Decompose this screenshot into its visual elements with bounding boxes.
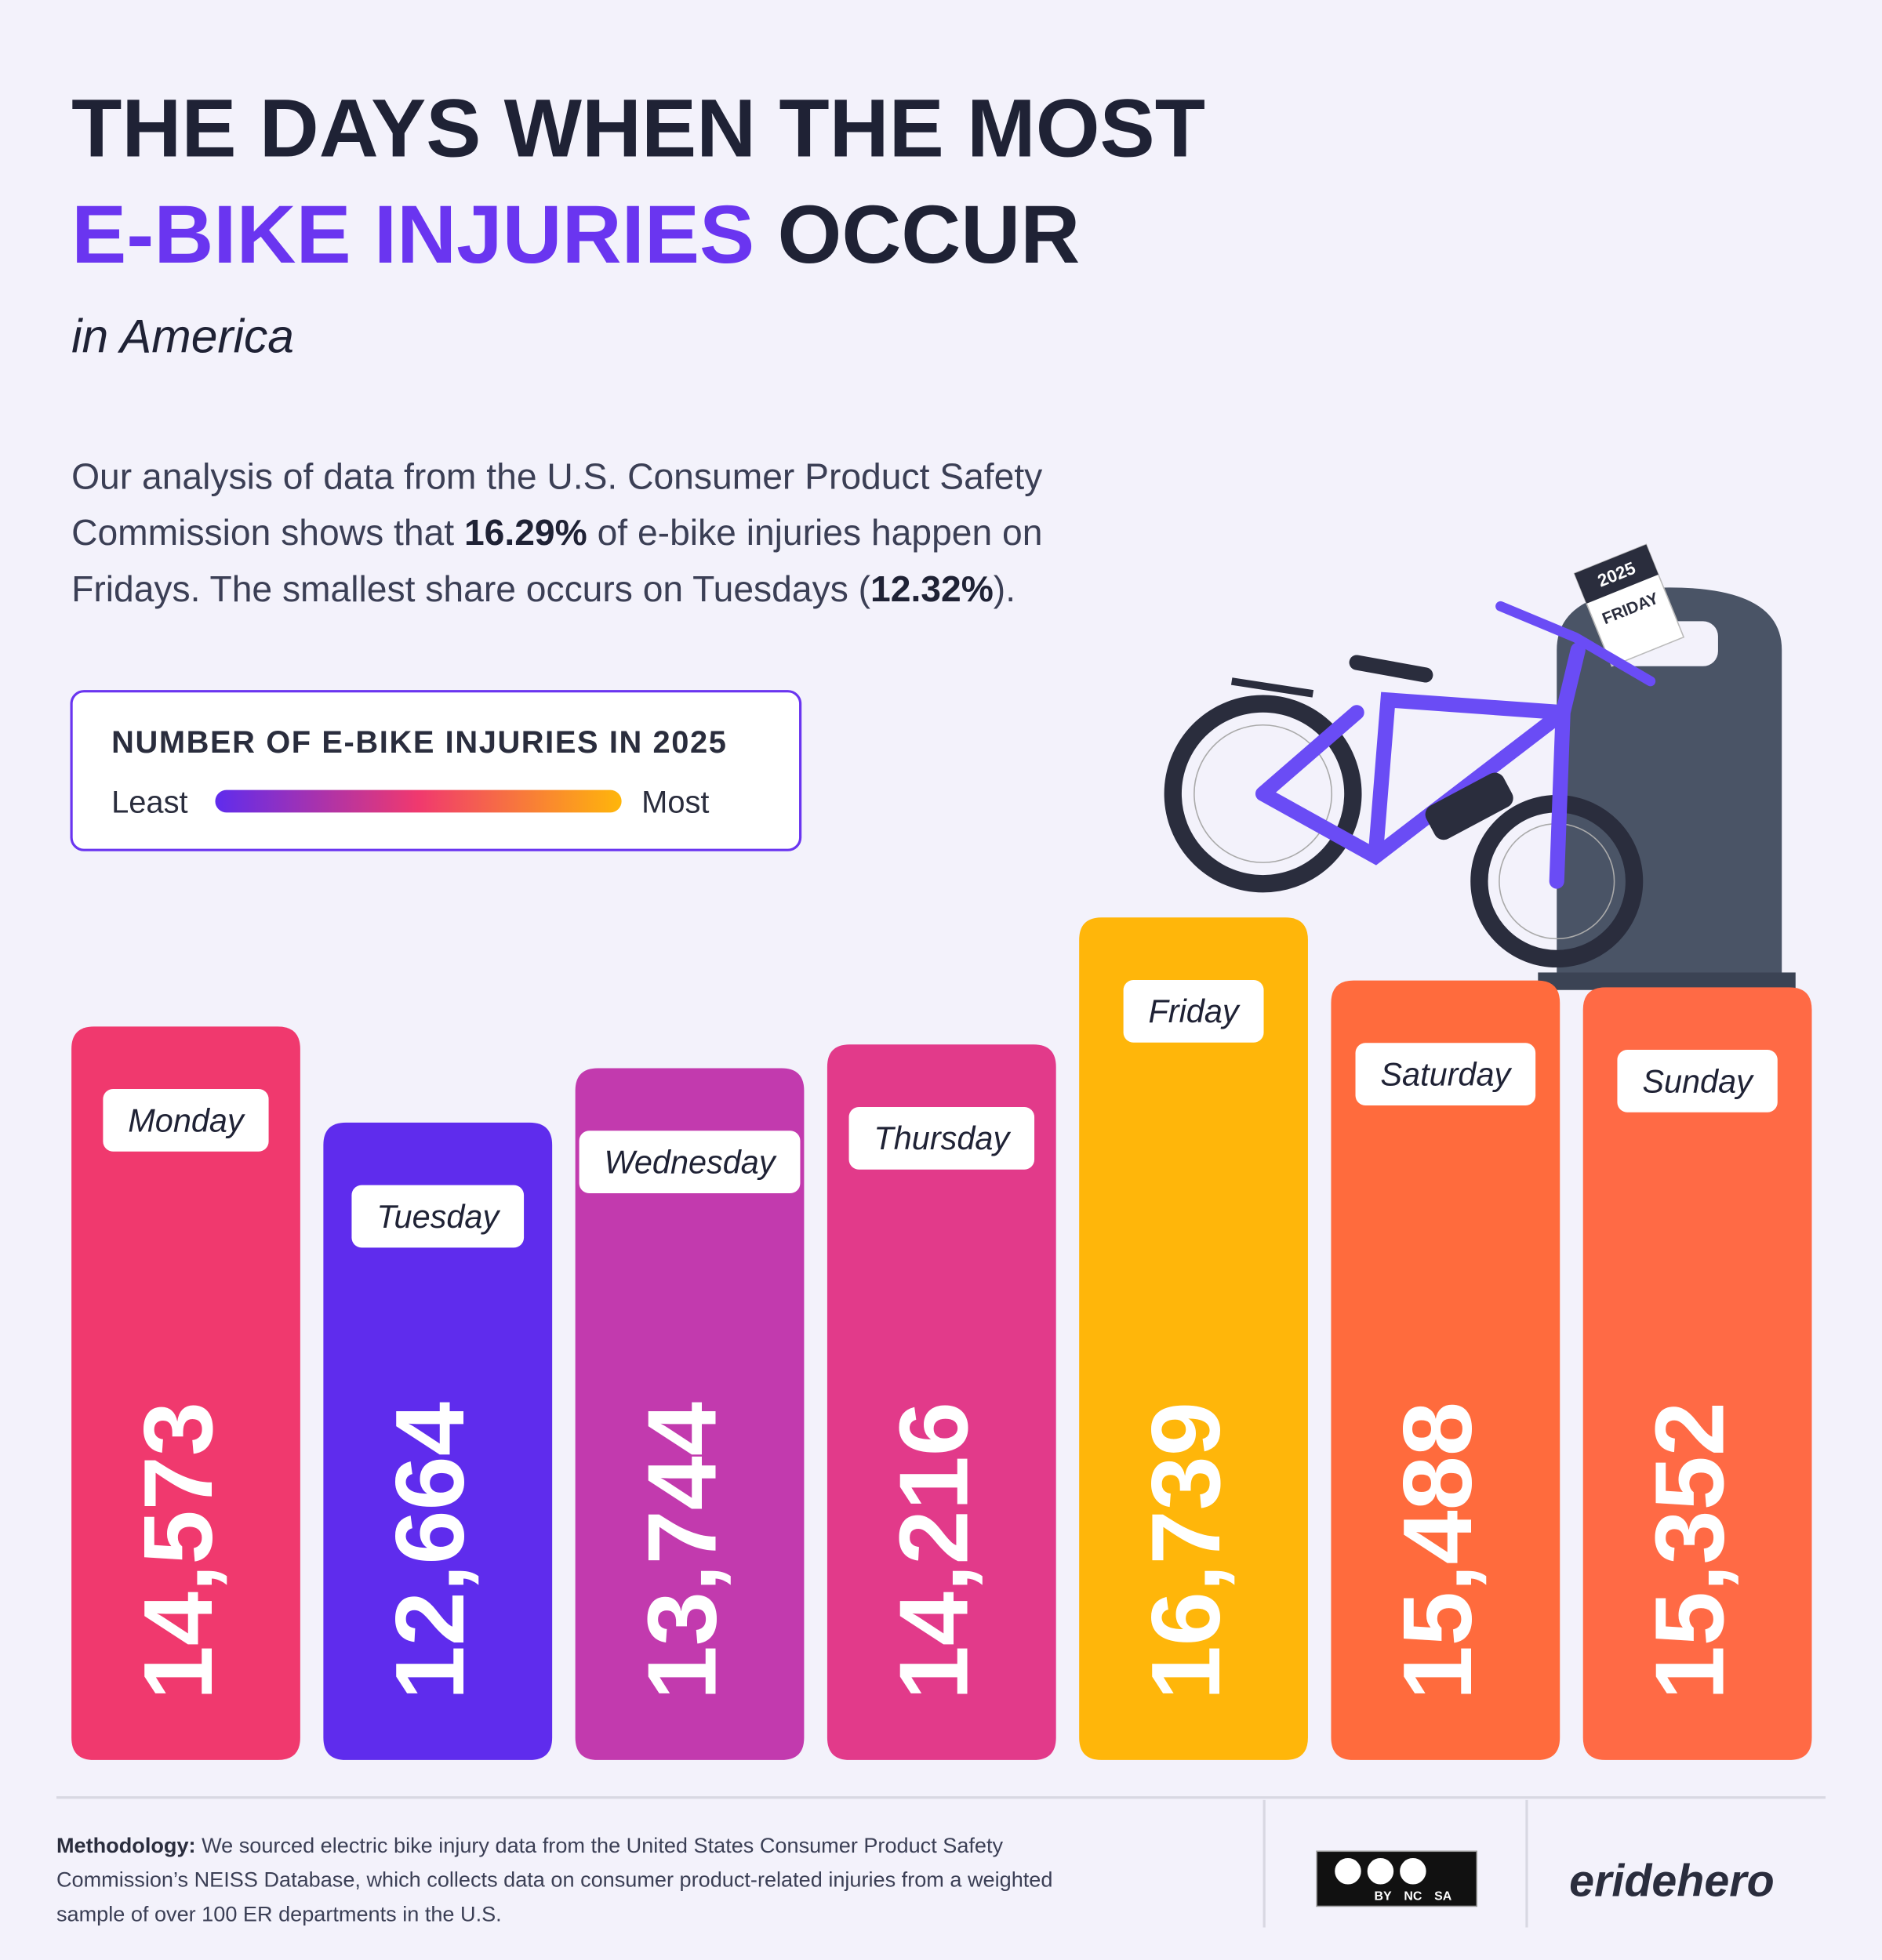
- methodology-text: We sourced electric bike injury data fro…: [202, 1833, 1003, 1857]
- value-label: 15,352: [1635, 1402, 1744, 1700]
- day-label-box: [579, 1131, 801, 1193]
- day-label-box: [1355, 1043, 1536, 1106]
- day-label: Sunday: [1642, 1062, 1754, 1099]
- bar: [323, 1122, 553, 1760]
- description-line: Our analysis of data from the U.S. Consu…: [71, 456, 1043, 496]
- day-label: Monday: [128, 1102, 245, 1138]
- day-label-box: [1617, 1050, 1778, 1112]
- methodology-label: Methodology:: [56, 1833, 196, 1857]
- day-label: Thursday: [874, 1120, 1011, 1156]
- bar: [575, 1068, 805, 1760]
- bar: [1079, 917, 1308, 1760]
- value-label: 14,573: [124, 1402, 233, 1700]
- license-icon: [1366, 1857, 1395, 1886]
- methodology-line: Commission’s NEISS Database, which colle…: [56, 1867, 1052, 1892]
- legend-gradient: [215, 789, 622, 813]
- bar: [1331, 980, 1560, 1760]
- methodology-text: sample of over 100 ER departments in the…: [56, 1902, 502, 1926]
- description-bold: 16.29%: [464, 512, 587, 553]
- day-label-box: [848, 1106, 1035, 1170]
- legend-box: [70, 690, 802, 851]
- methodology-line: sample of over 100 ER departments in the…: [56, 1902, 502, 1926]
- description-text: Fridays. The smallest share occurs on Tu…: [71, 568, 871, 609]
- description-text: Our analysis of data from the U.S. Consu…: [71, 456, 1043, 496]
- day-label: Friday: [1148, 993, 1240, 1029]
- bar: [827, 1044, 1056, 1760]
- title-line1: THE DAYS WHEN THE MOST: [71, 82, 1205, 174]
- value-label: 15,488: [1383, 1402, 1492, 1700]
- day-label-box: [1123, 980, 1264, 1043]
- description-text: ).: [994, 568, 1015, 609]
- value-label: 14,216: [880, 1402, 989, 1700]
- day-label: Wednesday: [604, 1143, 776, 1180]
- description-text: Commission shows that: [71, 512, 464, 553]
- description-text: of e-bike injuries happen on: [587, 512, 1043, 553]
- bar: [1582, 987, 1812, 1760]
- value-label: 12,664: [376, 1402, 485, 1700]
- value-label: 13,744: [627, 1402, 736, 1700]
- day-label-box: [351, 1185, 525, 1248]
- brand: eridehero: [1569, 1857, 1774, 1907]
- day-label-box: [103, 1089, 269, 1152]
- legend-low: Least: [111, 785, 187, 819]
- license-text: BY: [1375, 1889, 1393, 1903]
- day-label: Tuesday: [376, 1198, 500, 1235]
- legend-high: Most: [641, 785, 709, 819]
- description-line: Commission shows that 16.29% of e-bike i…: [71, 512, 1042, 553]
- license-icon: [1333, 1857, 1363, 1886]
- title-highlight: E-BIKE INJURIES: [71, 189, 754, 281]
- illustration: 2025 FRIDAY: [1164, 543, 1796, 990]
- title-rest: OCCUR: [777, 189, 1080, 281]
- description-line: Fridays. The smallest share occurs on Tu…: [71, 568, 1015, 609]
- day-label: Saturday: [1380, 1056, 1512, 1093]
- subtitle: in America: [71, 310, 294, 363]
- title-line2: E-BIKE INJURIES OCCUR: [71, 189, 1080, 281]
- license-text: SA: [1434, 1889, 1452, 1903]
- description-bold: 12.32%: [870, 568, 994, 609]
- methodology-line: Methodology: We sourced electric bike in…: [56, 1833, 1004, 1857]
- bar: [71, 1026, 300, 1760]
- license-text: NC: [1404, 1889, 1422, 1903]
- methodology-text: Commission’s NEISS Database, which colle…: [56, 1867, 1052, 1892]
- license-icon: [1398, 1857, 1428, 1886]
- value-label: 16,739: [1132, 1402, 1241, 1700]
- legend-title: NUMBER OF E-BIKE INJURIES IN 2025: [111, 725, 727, 760]
